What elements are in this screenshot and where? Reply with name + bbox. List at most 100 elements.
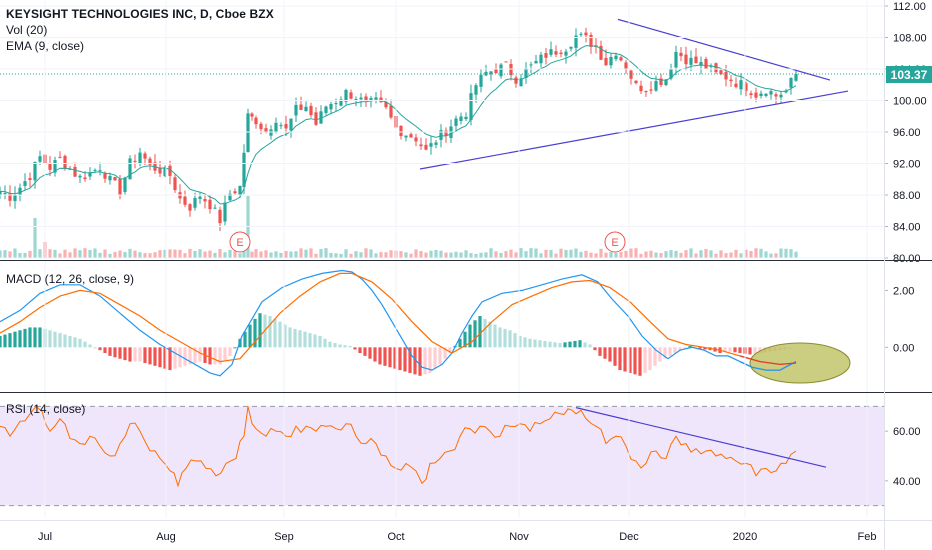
volume-bar <box>294 251 298 258</box>
volume-bar <box>569 249 573 258</box>
candle-body <box>349 92 353 99</box>
candle-body <box>649 89 653 91</box>
volume-bar <box>509 249 513 258</box>
earnings-marker[interactable]: E <box>604 231 626 253</box>
candle-body <box>794 73 798 81</box>
macd-histogram-bar <box>188 347 192 365</box>
candle-body <box>674 51 678 68</box>
volume-study-label[interactable]: Vol (20) <box>6 23 48 37</box>
macd-histogram-bar <box>468 324 472 348</box>
candle-body <box>669 69 673 79</box>
highlight-ellipse[interactable] <box>749 342 851 384</box>
earnings-marker[interactable]: E <box>229 231 251 253</box>
volume-bar <box>299 248 303 258</box>
price-pane[interactable] <box>0 18 884 232</box>
candle-body <box>774 94 778 97</box>
candle-body <box>659 78 663 85</box>
rsi-study-label[interactable]: RSI (14, close) <box>6 402 86 416</box>
volume-bar <box>0 250 2 258</box>
candle-body <box>634 80 638 84</box>
volume-bar <box>73 248 77 258</box>
macd-histogram-bar <box>33 327 37 348</box>
volume-bar <box>384 252 388 258</box>
volume-bar <box>309 248 313 258</box>
macd-study-label[interactable]: MACD (12, 26, close, 9) <box>6 272 135 286</box>
volume-bar <box>459 252 463 258</box>
candle-body <box>218 209 222 224</box>
macd-histogram-bar <box>288 327 292 348</box>
symbol-title[interactable]: KEYSIGHT TECHNOLOGIES INC, D, Cboe BZX <box>6 7 274 21</box>
macd-histogram-bar <box>213 347 217 365</box>
volume-bar <box>709 250 713 258</box>
volume-bar <box>269 252 273 258</box>
ema-study-label[interactable]: EMA (9, close) <box>6 39 85 53</box>
macd-histogram-bar <box>483 318 487 348</box>
candle-body <box>639 85 643 92</box>
macd-histogram-bar <box>363 347 367 356</box>
macd-histogram-bar <box>308 333 312 348</box>
macd-histogram-bar <box>388 347 392 368</box>
volume-bar <box>344 249 348 258</box>
macd-histogram-bar <box>533 339 537 348</box>
candle-body <box>254 117 258 125</box>
macd-histogram-bar <box>603 347 607 359</box>
macd-histogram-bar <box>58 333 62 348</box>
macd-histogram-bar <box>733 347 737 353</box>
macd-histogram-bar <box>528 338 532 348</box>
candle-body <box>158 167 162 174</box>
volume-bar <box>168 249 172 258</box>
candle-body <box>434 142 438 145</box>
macd-histogram-bar <box>13 331 17 348</box>
macd-histogram-bar <box>728 347 732 352</box>
volume-bar <box>619 252 623 258</box>
candle-body <box>704 58 708 69</box>
volume-bar <box>188 248 192 258</box>
volume-bar <box>198 249 202 258</box>
triangle-trendline[interactable] <box>617 18 831 81</box>
macd-histogram-bar <box>118 347 122 359</box>
macd-histogram-bar <box>328 341 332 348</box>
macd-histogram-bar <box>163 347 167 369</box>
volume-bar <box>639 253 643 258</box>
candle-body <box>228 193 232 201</box>
volume-bar <box>143 253 147 258</box>
candle-body <box>289 118 293 131</box>
rsi-legend: RSI (14, close) <box>6 401 85 417</box>
triangle-trendline[interactable] <box>419 90 849 170</box>
candle-body <box>734 83 738 88</box>
volume-bar <box>334 253 338 258</box>
candle-body <box>759 93 763 96</box>
macd-histogram-bar <box>428 347 432 373</box>
candle-body <box>163 167 167 177</box>
volume-bar <box>148 253 152 258</box>
volume-bar <box>689 248 693 258</box>
volume-bar <box>764 251 768 258</box>
volume-bar <box>399 251 403 258</box>
candle-body <box>629 70 633 79</box>
volume-bar <box>23 252 27 258</box>
macd-histogram-bar <box>63 334 67 348</box>
volume-bar <box>519 248 523 258</box>
candle-body <box>294 104 298 116</box>
candle-body <box>444 130 448 136</box>
macd-histogram-bar <box>598 347 602 356</box>
rsi-trendline[interactable] <box>575 407 827 468</box>
volume-bar <box>93 248 97 258</box>
macd-histogram-bar <box>383 347 387 366</box>
volume-bar <box>499 252 503 258</box>
macd-pane[interactable] <box>0 269 851 384</box>
macd-histogram-bar <box>113 347 117 358</box>
volume-bar <box>324 248 328 258</box>
candle-body <box>344 89 348 102</box>
rsi-pane[interactable] <box>0 405 884 507</box>
volume-bar <box>113 251 117 258</box>
macd-histogram-bar <box>608 347 612 362</box>
candle-body <box>574 35 578 48</box>
candle-body <box>644 91 648 93</box>
macd-histogram-bar <box>633 347 637 375</box>
macd-histogram-bar <box>393 347 397 369</box>
candle-body <box>599 45 603 60</box>
candle-body <box>754 92 758 98</box>
candle-body <box>279 125 283 127</box>
